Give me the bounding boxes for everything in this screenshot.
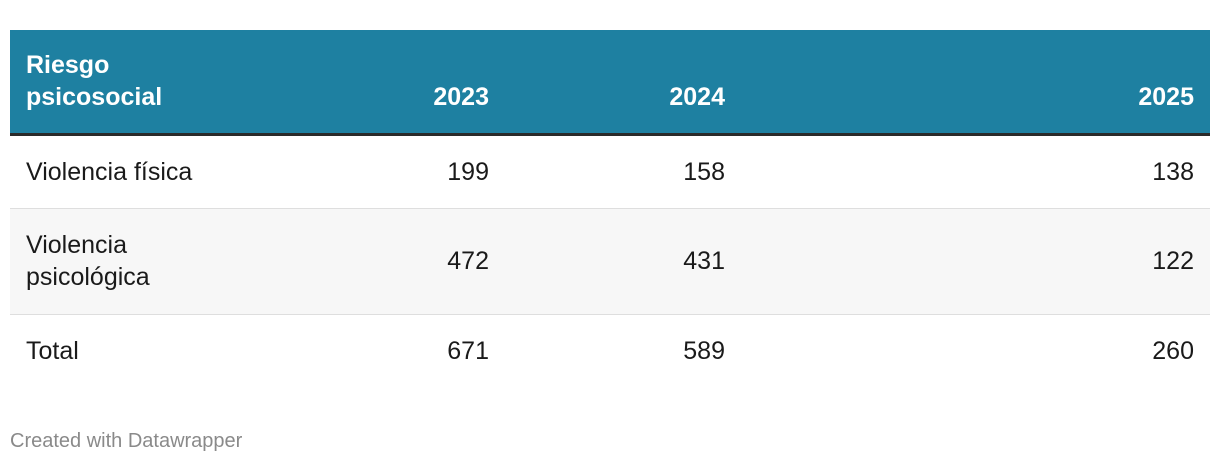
value-cell: 472: [260, 208, 505, 315]
row-label: Total: [26, 337, 79, 366]
header-cell: 2024: [505, 30, 741, 136]
header-row: Riesgo psicosocial 2023 2024 2025: [10, 30, 1210, 136]
value-cell: 431: [505, 208, 741, 315]
value-cell: 260: [1152, 337, 1194, 366]
value-cell: 199: [260, 134, 505, 209]
value-cell: 158: [505, 134, 741, 209]
footer-credit: Created with Datawrapper: [10, 430, 243, 452]
data-table: Riesgo psicosocial 2023 2024 2025 Violencia…: [10, 30, 1210, 388]
header-cell: Riesgo psicosocial: [10, 30, 260, 136]
row-label: Violencia física: [10, 134, 260, 209]
header-cell: 2025: [741, 30, 1210, 136]
row-label: Violencia psicológica: [10, 208, 260, 315]
value-cell: 589: [683, 337, 725, 366]
header-cell: 2023: [260, 30, 505, 136]
value-cell: 138: [741, 134, 1210, 209]
table-row: Total 671 589 260: [10, 314, 1210, 388]
table-row: Violencia psicológica 472 431 122: [10, 208, 1210, 315]
value-cell: 671: [447, 337, 489, 366]
value-cell: 122: [741, 208, 1210, 315]
table-row: Violencia física 199 158 138: [10, 134, 1210, 209]
